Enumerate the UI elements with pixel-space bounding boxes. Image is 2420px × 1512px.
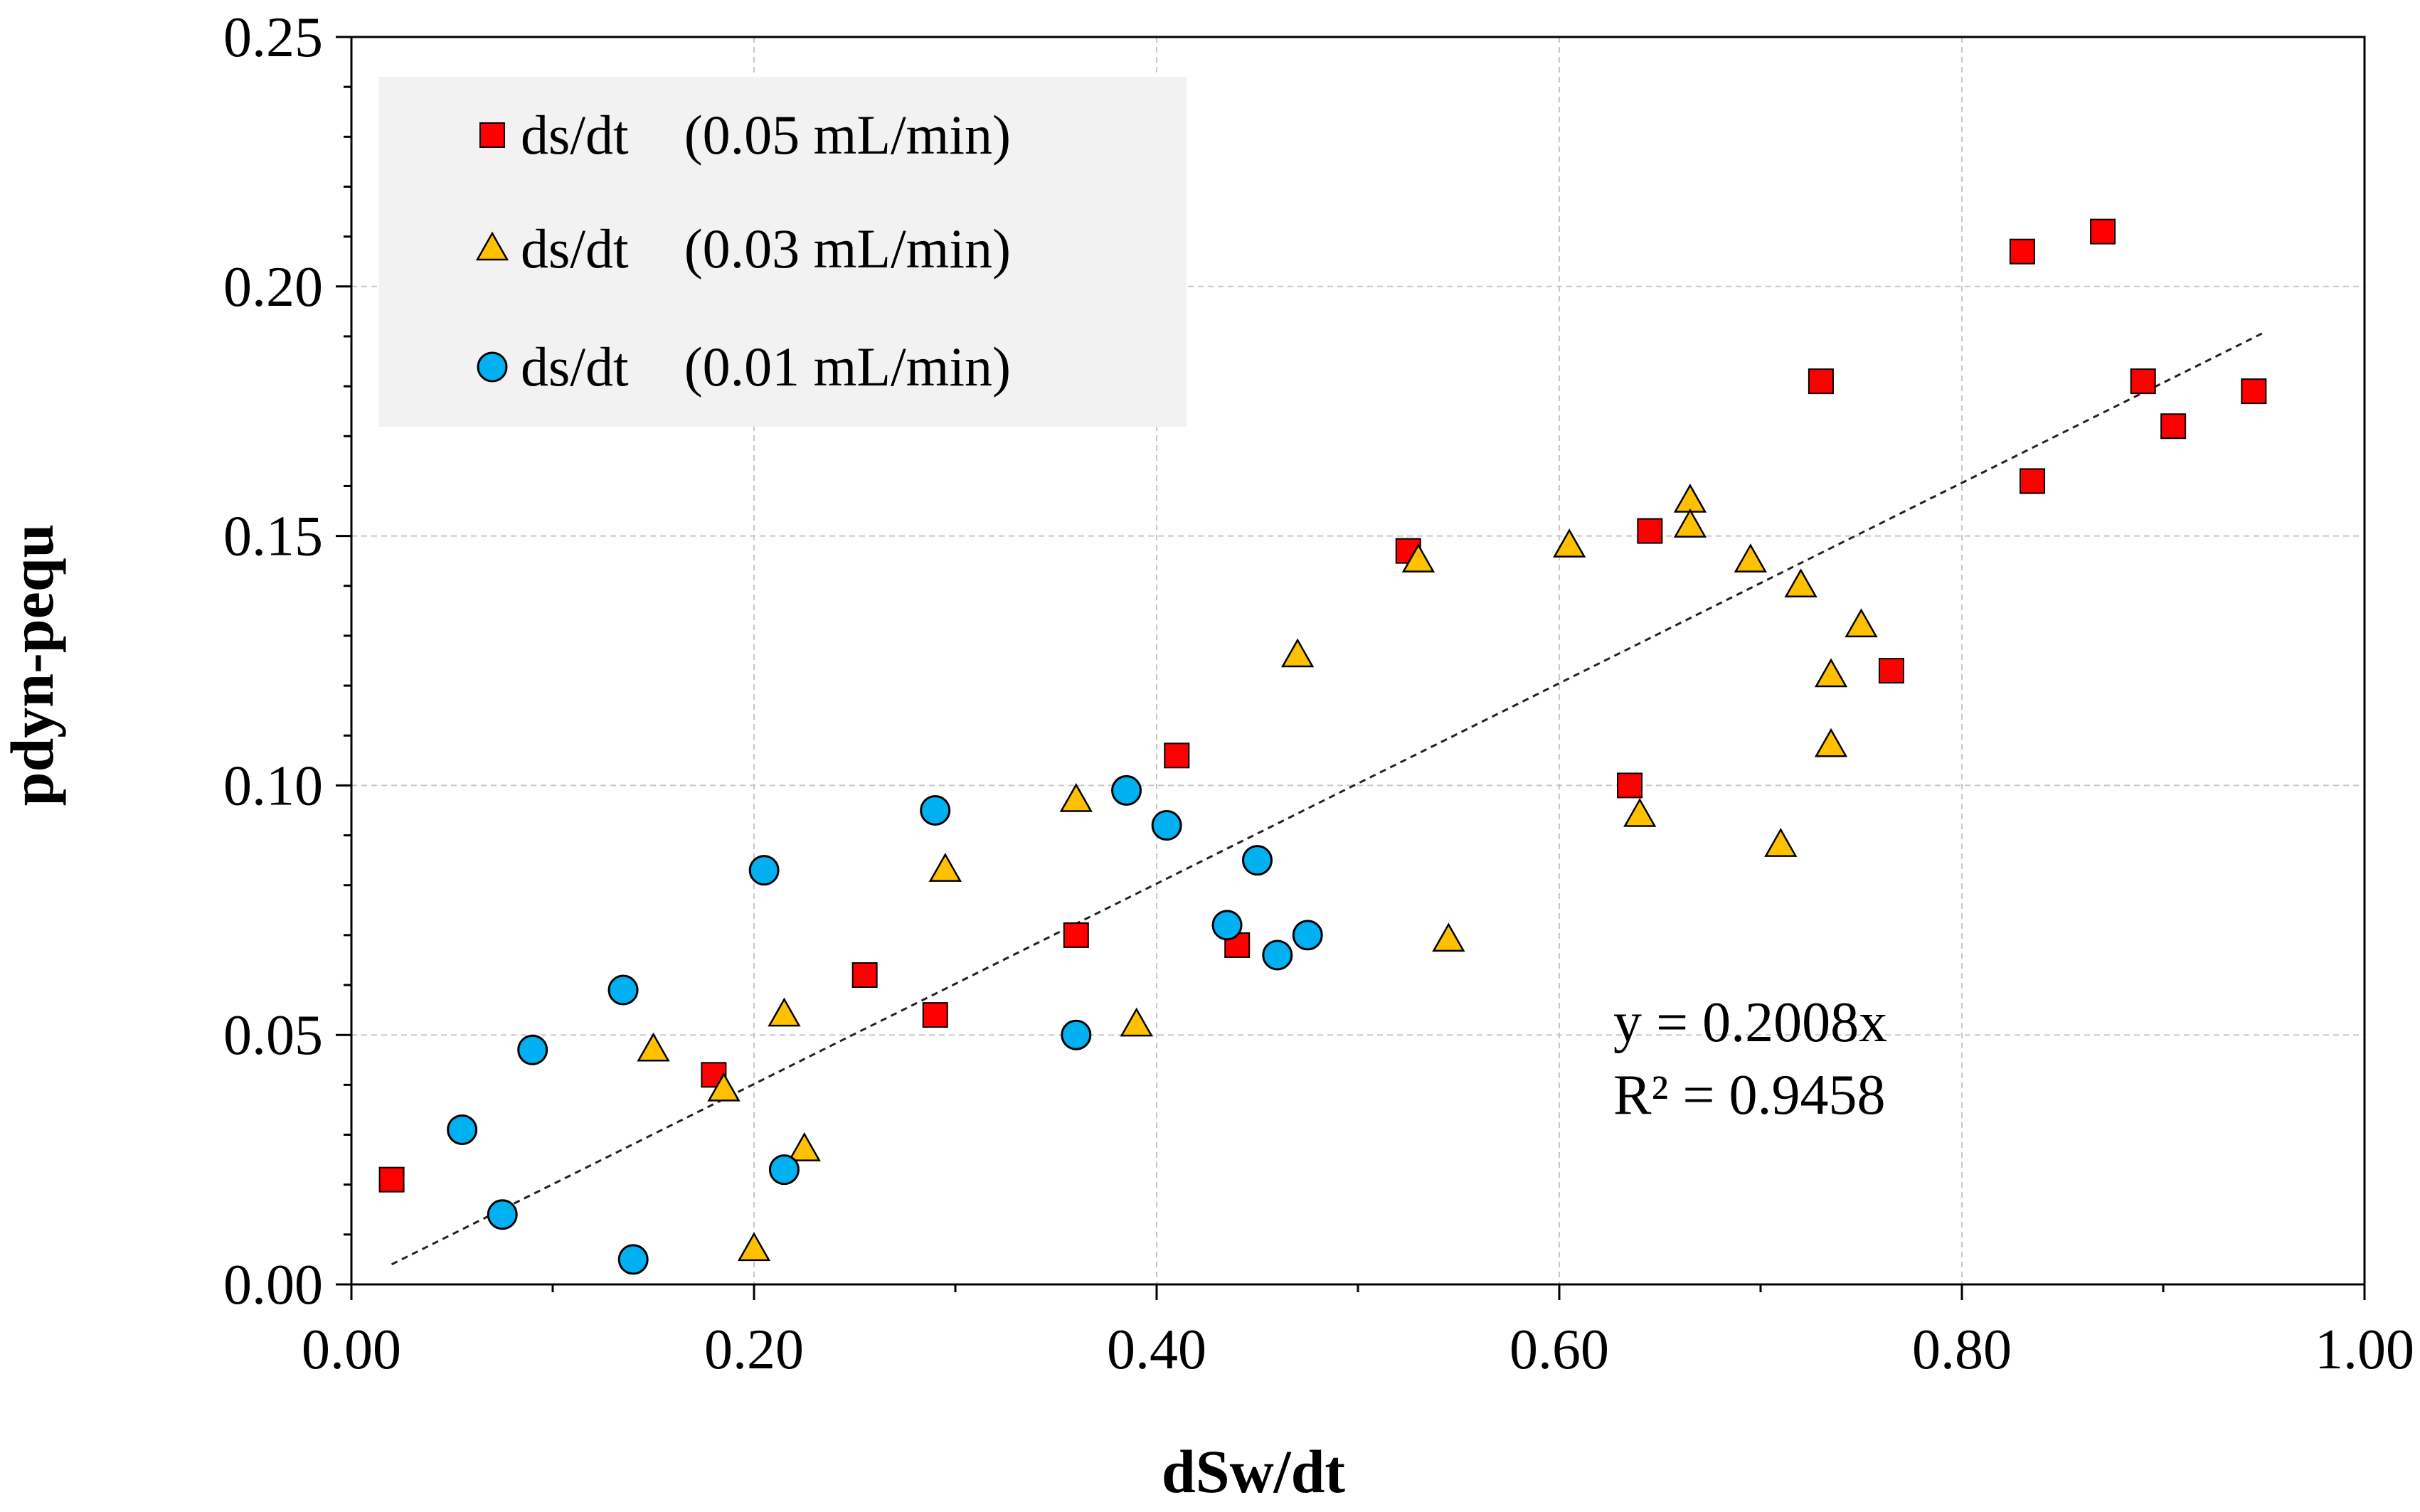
data-point-circle: [1111, 774, 1142, 806]
data-point-square: [1878, 658, 1904, 684]
data-point-triangle: [1553, 528, 1586, 558]
trendline-equation: y = 0.2008x: [1613, 991, 1887, 1054]
data-point-circle: [768, 1154, 800, 1186]
data-point-triangle: [1734, 543, 1767, 573]
data-point-square: [378, 1166, 405, 1193]
legend-marker-triangle: [475, 231, 509, 261]
data-point-circle: [748, 855, 780, 886]
data-point-square: [2020, 468, 2046, 494]
y-tick-label: 0.25: [223, 6, 323, 69]
legend-marker-circle: [477, 351, 508, 383]
data-point-square: [2241, 378, 2267, 405]
data-point-triangle: [1814, 728, 1848, 757]
y-tick-label: 0.10: [223, 755, 323, 817]
data-point-triangle: [1280, 638, 1315, 668]
data-point-square: [1063, 922, 1089, 948]
y-tick-label: 0.00: [223, 1254, 323, 1316]
data-point-circle: [1211, 910, 1243, 941]
data-point-circle: [487, 1199, 518, 1230]
data-point-circle: [1292, 920, 1323, 951]
data-point-triangle: [707, 1072, 741, 1102]
data-point-square: [2130, 368, 2156, 395]
series-circle: [447, 774, 1323, 1275]
data-point-triangle: [1432, 922, 1465, 952]
data-point-square: [1164, 742, 1190, 769]
data-point-triangle: [1059, 782, 1093, 812]
data-point-triangle: [1673, 509, 1707, 538]
data-point-triangle: [1401, 543, 1435, 573]
data-point-circle: [1061, 1019, 1092, 1050]
data-point-square: [1637, 518, 1663, 544]
data-point-triangle: [737, 1232, 771, 1262]
x-tick-label: 0.00: [302, 1319, 401, 1381]
trendline-group: [391, 331, 2265, 1266]
x-tick-label: 1.00: [2315, 1319, 2414, 1381]
data-point-square: [1617, 772, 1643, 799]
data-points: [378, 218, 2267, 1275]
x-tick-label: 0.40: [1107, 1319, 1206, 1381]
legend: ds/dt (0.05 mL/min) ds/dt (0.03 mL/min) …: [378, 77, 1187, 427]
x-tick-label: 0.80: [1912, 1319, 2012, 1381]
legend-label-0.01: ds/dt (0.01 mL/min): [521, 336, 1011, 398]
data-point-triangle: [1814, 658, 1848, 688]
data-point-circle: [1242, 845, 1273, 876]
data-point-square: [922, 1002, 948, 1028]
data-point-square: [1808, 368, 1834, 395]
data-point-triangle: [1623, 797, 1657, 827]
data-point-triangle: [1673, 483, 1707, 513]
y-tick-label: 0.15: [223, 506, 323, 568]
series-square: [378, 218, 2267, 1193]
gridlines: [351, 37, 2365, 1284]
data-point-triangle: [928, 853, 962, 882]
legend-box: [378, 77, 1187, 427]
data-point-triangle: [768, 997, 801, 1027]
data-point-circle: [1262, 939, 1293, 971]
legend-label-0.05: ds/dt (0.05 mL/min): [521, 104, 1011, 166]
data-point-square: [2090, 218, 2116, 245]
data-point-circle: [617, 1244, 649, 1275]
x-axis-title: dSw/dt: [1162, 1437, 1345, 1506]
axis-ticks: 0.00 0.05 0.10 0.15 0.20 0.25 0.00 0.20 0.40 0.60…: [223, 6, 2414, 1381]
trendline-r-squared: R² = 0.9458: [1613, 1064, 1885, 1127]
trendline: [391, 331, 2265, 1266]
series-triangle: [637, 483, 1878, 1262]
data-point-circle: [607, 974, 639, 1006]
y-tick-label: 0.20: [223, 256, 323, 319]
data-point-triangle: [637, 1032, 670, 1062]
y-tick-label: 0.05: [223, 1004, 323, 1067]
data-point-triangle: [1784, 568, 1817, 598]
data-point-circle: [447, 1114, 478, 1146]
x-tick-label: 0.60: [1509, 1319, 1609, 1381]
data-point-triangle: [1120, 1007, 1153, 1037]
data-point-square: [851, 962, 878, 989]
data-point-triangle: [1764, 828, 1798, 857]
data-point-triangle: [787, 1132, 821, 1161]
data-point-circle: [517, 1034, 548, 1065]
legend-marker-square: [479, 122, 505, 148]
data-point-circle: [1151, 810, 1182, 841]
data-point-triangle: [1845, 608, 1878, 638]
data-point-square: [2009, 238, 2035, 265]
y-axis-title: pdyn-pequ: [0, 524, 66, 806]
data-point-square: [2160, 413, 2187, 440]
data-point-circle: [920, 794, 951, 826]
legend-label-0.03: ds/dt (0.03 mL/min): [521, 218, 1011, 279]
x-tick-label: 0.20: [704, 1319, 804, 1381]
